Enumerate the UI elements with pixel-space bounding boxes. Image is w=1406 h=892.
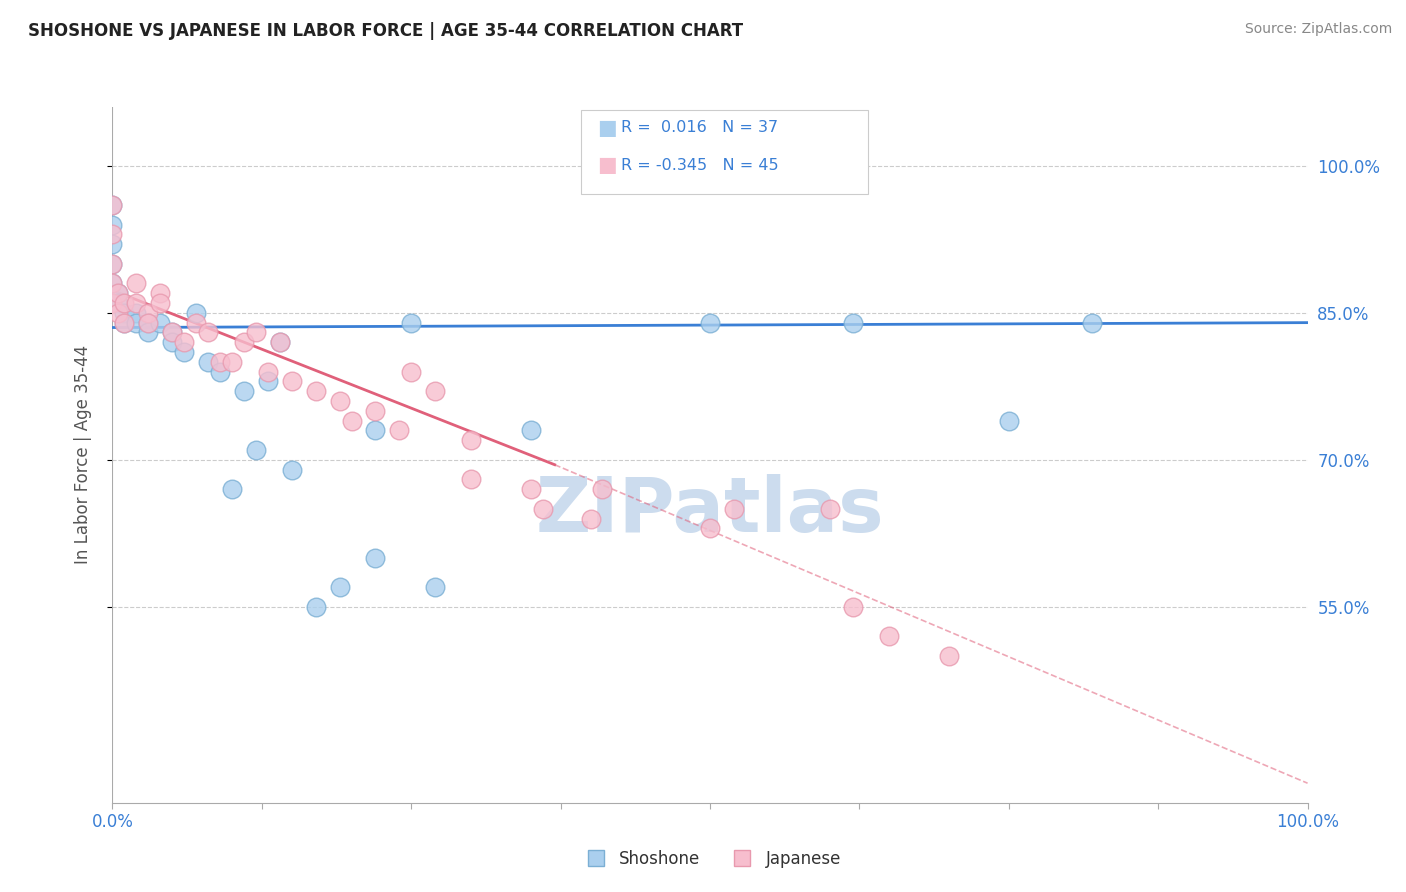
Point: [304, 384, 326, 399]
Point: [328, 580, 352, 594]
Point: [101, 227, 124, 242]
Point: [232, 335, 256, 350]
Point: [699, 316, 721, 330]
Point: [138, 306, 160, 320]
Point: [162, 326, 183, 340]
Point: [101, 296, 124, 310]
Point: [208, 355, 231, 369]
Point: [245, 326, 267, 340]
Point: [107, 306, 129, 320]
Point: [818, 501, 841, 516]
Point: [149, 286, 172, 301]
Point: [101, 277, 124, 291]
Point: [281, 375, 304, 389]
Point: [114, 316, 135, 330]
Point: [138, 316, 160, 330]
Point: [401, 316, 423, 330]
Point: [125, 316, 148, 330]
Point: [221, 482, 243, 496]
Point: [245, 443, 267, 458]
Point: [101, 257, 124, 271]
Point: [125, 277, 148, 291]
Text: SHOSHONE VS JAPANESE IN LABOR FORCE | AGE 35-44 CORRELATION CHART: SHOSHONE VS JAPANESE IN LABOR FORCE | AG…: [28, 22, 744, 40]
Point: [842, 599, 865, 614]
Point: [162, 326, 183, 340]
Point: [257, 375, 280, 389]
Text: R = -0.345   N = 45: R = -0.345 N = 45: [621, 158, 779, 172]
Point: [107, 296, 129, 310]
Point: [699, 521, 721, 535]
Point: [208, 365, 231, 379]
Y-axis label: In Labor Force | Age 35-44: In Labor Force | Age 35-44: [73, 345, 91, 565]
Point: [101, 277, 124, 291]
Point: [520, 424, 543, 438]
Point: [173, 335, 195, 350]
Point: [186, 306, 208, 320]
Point: [842, 316, 865, 330]
Point: [257, 365, 280, 379]
Text: ZIPatlas: ZIPatlas: [536, 474, 884, 548]
Point: [388, 424, 411, 438]
Point: [114, 316, 135, 330]
Point: [401, 365, 423, 379]
Point: [877, 629, 900, 643]
Point: [340, 414, 363, 428]
Point: [101, 218, 124, 232]
Point: [125, 296, 148, 310]
Point: [107, 286, 129, 301]
Point: [138, 326, 160, 340]
Point: [281, 462, 304, 476]
Point: [425, 384, 447, 399]
Text: R =  0.016   N = 37: R = 0.016 N = 37: [621, 120, 779, 135]
Point: [138, 316, 160, 330]
Point: [364, 424, 387, 438]
Point: [197, 326, 219, 340]
Point: [101, 257, 124, 271]
Point: [197, 355, 219, 369]
Point: [998, 414, 1021, 428]
Point: [107, 286, 129, 301]
Point: [938, 648, 960, 663]
Point: [269, 335, 291, 350]
Point: [101, 237, 124, 252]
Point: [149, 316, 172, 330]
Point: [460, 472, 482, 486]
Point: [531, 501, 554, 516]
Point: [520, 482, 543, 496]
Point: [149, 296, 172, 310]
Point: [425, 580, 447, 594]
Point: [269, 335, 291, 350]
Point: [460, 434, 482, 448]
Point: [364, 550, 387, 565]
Point: [304, 599, 326, 614]
Point: [114, 296, 135, 310]
Point: [723, 501, 745, 516]
Legend: Shoshone, Japanese: Shoshone, Japanese: [572, 843, 848, 874]
Point: [114, 306, 135, 320]
Point: [1081, 316, 1104, 330]
Point: [591, 482, 613, 496]
Point: [173, 345, 195, 359]
Point: [101, 198, 124, 212]
Point: [101, 198, 124, 212]
Point: [186, 316, 208, 330]
Point: [162, 335, 183, 350]
Point: [328, 394, 352, 409]
Point: [125, 306, 148, 320]
Text: Source: ZipAtlas.com: Source: ZipAtlas.com: [1244, 22, 1392, 37]
Point: [579, 511, 602, 525]
Point: [364, 404, 387, 418]
Point: [221, 355, 243, 369]
Text: ■: ■: [598, 155, 617, 175]
Point: [232, 384, 256, 399]
Text: ■: ■: [598, 118, 617, 137]
